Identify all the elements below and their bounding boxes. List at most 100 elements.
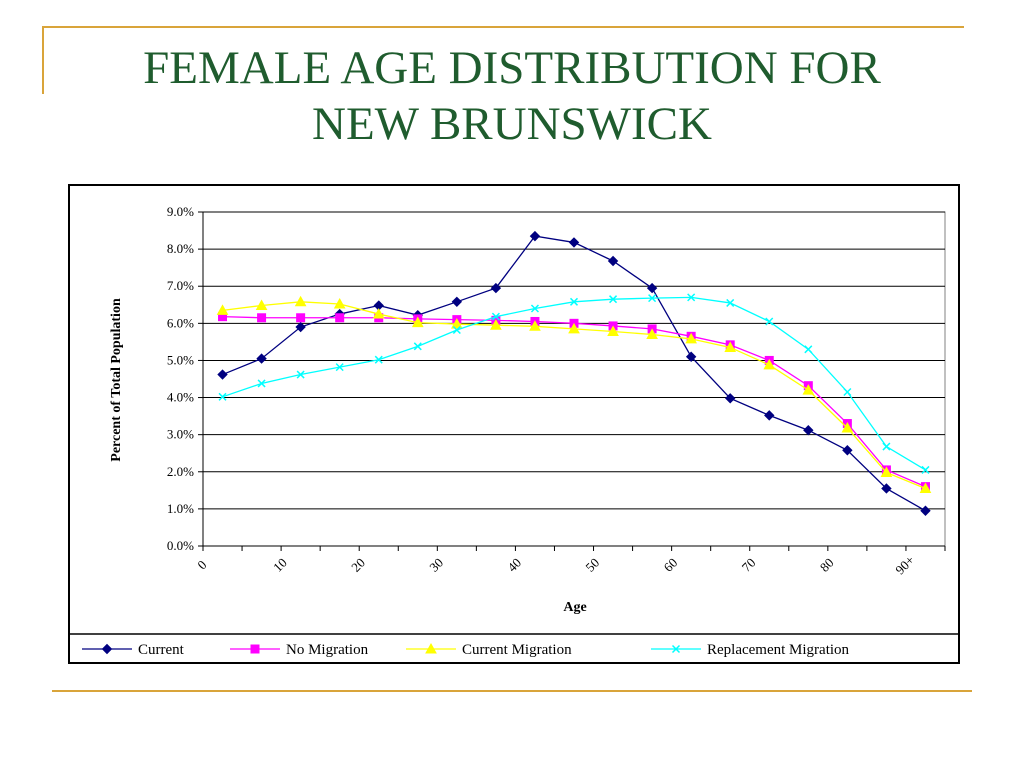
data-point-stroke [609,295,618,304]
data-point-stroke [374,355,383,364]
data-point [726,298,735,307]
data-point [607,255,619,267]
accent-rule-left [42,26,44,94]
data-point [529,320,541,331]
data-point-stroke [765,317,774,326]
data-point-stroke [804,345,813,354]
data-point [568,237,580,248]
data-point [687,293,696,302]
data-point [413,342,422,351]
data-point [257,379,266,388]
data-point [646,328,658,339]
data-point-stroke [671,644,681,654]
y-tick-label: 5.0% [167,352,194,367]
data-point [374,355,383,364]
data-point [568,322,580,334]
data-point [569,297,579,306]
data-point [763,358,776,370]
y-tick-label: 1.0% [167,501,194,516]
x-axis-title: Age [563,600,586,615]
data-point [609,295,618,304]
legend: Current No Migration Current Migration Repl… [70,633,958,658]
y-tick-label: 0.0% [167,538,194,553]
series-group [216,230,932,516]
data-point [296,313,306,323]
legend-label: Current [138,642,185,658]
y-tick-label: 3.0% [167,427,194,442]
data-point [724,341,737,352]
slide-title: FEMALE AGE DISTRIBUTION FOR NEW BRUNSWIC… [60,40,964,152]
data-point [257,313,267,323]
legend-label: No Migration [286,642,369,658]
y-tick-label: 4.0% [167,390,194,405]
data-point [101,643,113,655]
x-tick-label: 0 [194,557,209,572]
data-point [671,644,681,654]
data-point-stroke [218,392,227,401]
data-point [372,308,385,319]
y-tick-label: 2.0% [167,464,194,479]
data-point [530,304,539,313]
data-point-stroke [335,363,344,372]
data-point [920,505,931,516]
data-point [333,298,346,309]
y-axis-title: Percent of Total Population [109,298,124,462]
data-point [919,482,932,493]
data-point [425,642,437,654]
data-point [411,316,424,328]
data-point [802,384,815,395]
data-point-stroke [413,342,422,351]
line-chart: 0.0% 1.0% 2.0% 3.0% 4.0% 5.0% 6.0% 7.0% 8.0% 9.0%… [70,204,958,658]
data-point [335,363,344,372]
series-replacement-migration [218,293,930,474]
x-tick-label: 60 [661,555,681,575]
y-tick-label: 6.0% [167,315,194,330]
data-point [491,312,500,321]
data-point-stroke [530,304,539,313]
y-tick-label: 8.0% [167,241,194,256]
data-point [882,442,891,451]
data-point [685,351,697,362]
axes: 0.0% 1.0% 2.0% 3.0% 4.0% 5.0% 6.0% 7.0% 8.0% 9.0%… [167,204,946,577]
plot-area [202,211,946,547]
x-tick-label: 40 [504,555,524,575]
gridlines [202,211,946,547]
data-point [295,321,306,333]
x-tick-label: 90+ [892,552,917,577]
data-point [255,299,268,311]
slide-title-line2: NEW BRUNSWICK [312,98,712,150]
data-point [294,295,307,307]
x-tick-label: 80 [817,555,837,575]
data-point [842,445,853,456]
legend-entry: No Migration [230,642,369,658]
data-point [216,304,229,315]
data-point [685,332,698,344]
accent-rule-top [42,26,964,28]
data-point [450,318,463,329]
data-point [725,393,736,404]
data-point-stroke [882,442,891,451]
x-tick-label: 70 [739,555,759,575]
data-point [452,325,461,335]
data-point [490,282,502,294]
y-tick-label: 7.0% [167,278,194,293]
legend-entry: Current Migration [406,642,572,658]
data-point [451,296,463,308]
legend-label: Replacement Migration [707,642,850,658]
data-point [256,353,267,364]
data-point [529,230,541,242]
x-tick-label: 50 [582,555,602,575]
data-point-stroke [296,370,305,379]
data-point [881,483,892,494]
data-point [921,465,930,474]
legend-label: Current Migration [462,642,572,658]
data-point-stroke [921,465,930,474]
data-point [648,294,657,303]
accent-rule-bottom [52,690,972,692]
slide-title-line1: FEMALE AGE DISTRIBUTION FOR [143,42,881,94]
series-no-migration [218,312,930,492]
data-point-stroke [452,325,461,335]
data-point-stroke [648,294,657,303]
data-point [646,282,658,294]
legend-entry: Replacement Migration [651,642,850,658]
